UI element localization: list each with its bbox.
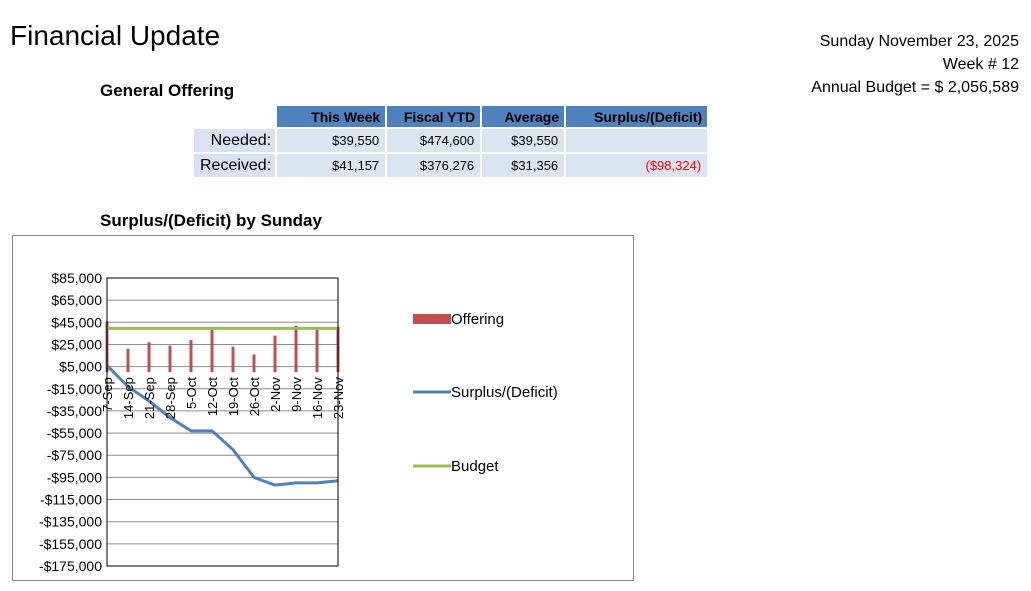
y-tick-label: -$35,000 (47, 403, 102, 419)
y-tick-label: -$75,000 (47, 447, 102, 463)
plot-border (106, 277, 339, 567)
y-tick-label: $45,000 (51, 314, 102, 330)
y-tick-label: -$115,000 (40, 492, 102, 508)
offering-bar (147, 342, 151, 373)
received-fiscal-ytd: $376,276 (387, 154, 481, 177)
offering-bar (210, 328, 214, 373)
report-date: Sunday November 23, 2025 (819, 33, 1019, 50)
x-tick-label: 14-Sep (121, 377, 136, 419)
plot-area (107, 278, 338, 566)
legend-surplus-deficit-label: Surplus/(Deficit) (451, 384, 558, 401)
row-label-received: Received: (194, 154, 276, 177)
column-header-fiscal-ytd: Fiscal YTD (387, 106, 481, 127)
x-tick-label: 2-Nov (268, 377, 283, 412)
offering-bar (231, 346, 235, 373)
offering-table: This Week Fiscal YTD Average Surplus/(De… (192, 104, 709, 179)
column-header-surplus-deficit: Surplus/(Deficit) (566, 106, 708, 127)
x-tick-label: 7-Sep (100, 377, 115, 412)
offering-bar (294, 325, 298, 373)
offering-bar (189, 340, 193, 373)
x-tick-label: 16-Nov (310, 377, 325, 419)
chart-heading: Surplus/(Deficit) by Sunday (100, 211, 322, 230)
offering-table-header: This Week Fiscal YTD Average Surplus/(De… (194, 106, 708, 127)
y-tick-label: -$175,000 (39, 558, 102, 574)
y-tick-label: $65,000 (51, 292, 102, 308)
needed-surplus-deficit (566, 129, 708, 152)
legend-offering-swatch (413, 314, 451, 324)
needed-fiscal-ytd: $474,600 (387, 129, 481, 152)
chart-svg: $85,000 $65,000 $45,000 $25,000 $5,000 -$15,0… (39, 270, 558, 574)
surplus-deficit-line (105, 364, 339, 487)
annual-budget: Annual Budget = $ 2,056,589 (811, 79, 1019, 96)
table-row-received: Received: $41,157 $376,276 $31,356 ($98,… (194, 154, 708, 177)
x-tick-label: 26-Oct (247, 377, 262, 416)
column-header-this-week: This Week (277, 106, 386, 127)
table-row-needed: Needed: $39,550 $474,600 $39,550 (194, 129, 708, 152)
header-blank-cell (194, 106, 275, 127)
row-label-needed: Needed: (194, 129, 276, 152)
x-tick-label: 9-Nov (289, 377, 304, 412)
y-tick-label: -$95,000 (47, 469, 102, 485)
report-header-info: Sunday November 23, 2025 Week # 12 Annua… (811, 30, 1019, 99)
needed-average: $39,550 (482, 129, 565, 152)
received-average: $31,356 (482, 154, 565, 177)
y-tick-label: $5,000 (59, 359, 102, 375)
y-tick-label: -$155,000 (39, 536, 102, 552)
y-tick-label: $85,000 (51, 270, 102, 286)
received-this-week: $41,157 (277, 154, 386, 177)
y-tick-label: -$55,000 (47, 425, 102, 441)
x-tick-label: 23-Nov (331, 377, 346, 419)
offering-heading: General Offering (100, 81, 235, 100)
page-title: Financial Update (10, 20, 221, 51)
legend-offering-label: Offering (451, 311, 504, 328)
y-tick-label: $25,000 (51, 336, 102, 352)
x-tick-label: 5-Oct (184, 377, 199, 409)
x-tick-label: 21-Sep (142, 377, 157, 419)
offering-bar (168, 345, 172, 373)
offering-bar (126, 348, 130, 373)
offering-bar (252, 354, 256, 373)
x-tick-label: 19-Oct (226, 377, 241, 416)
y-tick-label: -$15,000 (47, 381, 102, 397)
needed-this-week: $39,550 (277, 129, 386, 152)
y-tick-label: -$135,000 (39, 514, 102, 530)
chart-frame: $85,000 $65,000 $45,000 $25,000 $5,000 -$15,0… (12, 235, 634, 581)
x-tick-label: 28-Sep (163, 377, 178, 419)
received-surplus-deficit: ($98,324) (566, 154, 708, 177)
x-tick-label: 12-Oct (205, 377, 220, 416)
legend-budget-label: Budget (451, 458, 499, 475)
offering-bar (273, 335, 277, 373)
week-number: Week # 12 (942, 56, 1019, 73)
column-header-average: Average (482, 106, 565, 127)
offering-bar (315, 327, 319, 373)
